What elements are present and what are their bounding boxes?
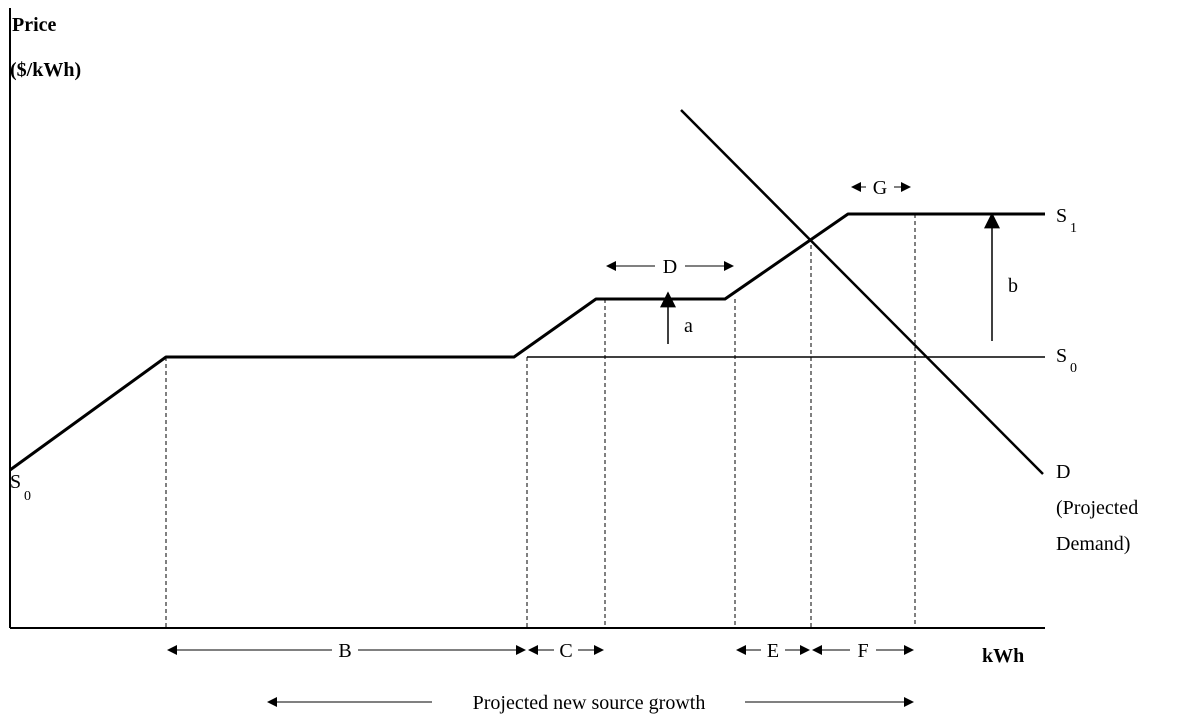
s1-label: S 1 — [1056, 205, 1077, 236]
svg-text:E: E — [767, 640, 779, 662]
svg-text:1: 1 — [1070, 221, 1077, 236]
svg-text:Demand): Demand) — [1056, 533, 1130, 555]
svg-text:0: 0 — [1070, 361, 1077, 376]
dashed-guides — [165, 214, 916, 628]
segment-g: G — [851, 177, 911, 199]
svg-text:S: S — [1056, 345, 1067, 367]
segment-c: C — [528, 640, 604, 662]
shift-label-a: a — [684, 315, 693, 337]
svg-text:D: D — [1056, 461, 1070, 483]
svg-text:G: G — [873, 177, 887, 199]
segment-d: D — [606, 256, 734, 278]
svg-text:0: 0 — [24, 489, 31, 504]
segment-b: B — [167, 640, 526, 662]
svg-text:B: B — [338, 640, 351, 662]
s0-left-label: S 0 — [10, 471, 31, 504]
svg-text:F: F — [857, 640, 868, 662]
svg-text:C: C — [559, 640, 572, 662]
growth-span: Projected new source growth — [267, 692, 914, 714]
y-axis-title-line2: ($/kWh) — [10, 59, 81, 81]
svg-text:S: S — [1056, 205, 1067, 227]
s0-right-label: S 0 — [1056, 345, 1077, 376]
svg-text:S: S — [10, 471, 21, 493]
demand-curve — [680, 109, 1044, 475]
shift-label-b: b — [1008, 275, 1018, 297]
s1-supply-curve — [9, 212, 1045, 472]
svg-text:D: D — [663, 256, 677, 278]
segment-f: F — [812, 640, 914, 662]
svg-text:(Projected: (Projected — [1056, 497, 1138, 519]
y-axis-title-line1: Price — [12, 14, 57, 36]
segment-e: E — [736, 640, 810, 662]
x-axis-title: kWh — [982, 645, 1024, 667]
growth-label: Projected new source growth — [473, 692, 706, 714]
demand-label: D (Projected Demand) — [1056, 461, 1138, 555]
